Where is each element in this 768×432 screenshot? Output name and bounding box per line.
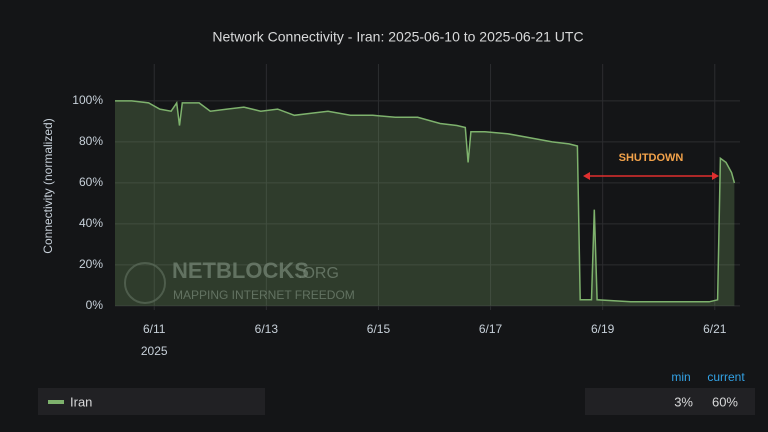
y-axis-label: Connectivity (normalized)	[41, 118, 55, 253]
watermark-tagline: MAPPING INTERNET FREEDOM	[173, 288, 355, 302]
x-tick-label: 6/17	[479, 322, 503, 336]
y-tick-label: 100%	[72, 93, 103, 107]
watermark-icon	[124, 262, 166, 304]
x-tick-label: 6/15	[367, 322, 391, 336]
stats-value: 3%	[674, 394, 693, 409]
y-tick-label: 40%	[79, 216, 103, 230]
x-tick-label: 6/13	[255, 322, 279, 336]
y-tick-label: 80%	[79, 134, 103, 148]
stats-header: current	[707, 370, 745, 384]
watermark-name: NETBLOCKS	[172, 258, 309, 283]
x-tick-label: 6/19	[591, 322, 615, 336]
stats-box	[585, 388, 755, 415]
stats-header: min	[671, 370, 690, 384]
x-tick-label: 6/11	[143, 322, 166, 336]
annotation-label: SHUTDOWN	[619, 152, 684, 164]
stats-value: 60%	[712, 394, 738, 409]
legend-box	[38, 388, 265, 415]
x-tick-label: 6/21	[703, 322, 727, 336]
legend-swatch	[48, 400, 64, 404]
y-tick-label: 20%	[79, 257, 103, 271]
line	[115, 100, 736, 303]
year-label: 2025	[141, 344, 168, 358]
legend-label: Iran	[70, 394, 92, 409]
watermark-suffix: .ORG	[298, 265, 339, 282]
area	[115, 100, 735, 306]
y-tick-label: 0%	[86, 298, 104, 312]
chart-title: Network Connectivity - Iran: 2025-06-10 …	[212, 29, 583, 45]
y-tick-label: 60%	[79, 175, 103, 189]
